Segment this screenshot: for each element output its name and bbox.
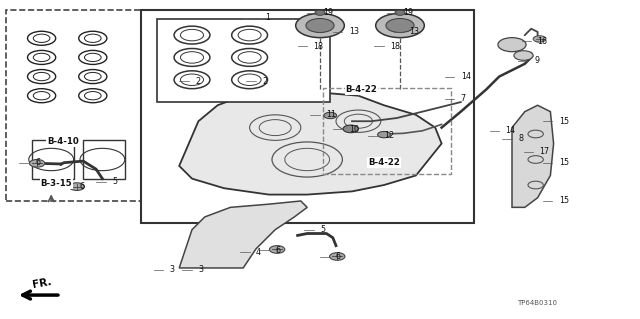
Circle shape <box>269 246 285 253</box>
Text: 12: 12 <box>384 131 394 140</box>
Text: FR.: FR. <box>31 277 52 290</box>
Polygon shape <box>179 89 442 195</box>
Text: 14: 14 <box>506 126 516 135</box>
Bar <box>83 140 125 179</box>
Text: 8: 8 <box>518 134 524 143</box>
Text: 5: 5 <box>320 225 325 234</box>
Text: 13: 13 <box>349 27 359 36</box>
Text: 3: 3 <box>198 265 204 274</box>
Text: 6: 6 <box>80 182 85 191</box>
Text: 6: 6 <box>35 158 40 167</box>
Text: 5: 5 <box>112 177 117 186</box>
Circle shape <box>395 10 405 15</box>
Text: 13: 13 <box>410 27 420 36</box>
Circle shape <box>498 38 526 52</box>
Circle shape <box>324 112 337 119</box>
Text: 17: 17 <box>540 147 550 156</box>
Circle shape <box>378 131 390 138</box>
Text: B-3-15: B-3-15 <box>40 179 72 188</box>
Text: 4: 4 <box>256 248 261 256</box>
Circle shape <box>315 10 325 15</box>
Text: 15: 15 <box>559 197 569 205</box>
Text: B-4-22: B-4-22 <box>346 85 378 94</box>
Circle shape <box>386 19 414 33</box>
FancyBboxPatch shape <box>6 10 141 201</box>
FancyBboxPatch shape <box>141 10 474 223</box>
Text: 19: 19 <box>323 8 333 17</box>
Text: TP64B0310: TP64B0310 <box>517 300 557 306</box>
Text: 10: 10 <box>349 125 359 134</box>
Bar <box>32 140 74 179</box>
Circle shape <box>533 36 546 42</box>
Circle shape <box>376 13 424 38</box>
Circle shape <box>343 125 358 133</box>
Text: 16: 16 <box>538 37 548 46</box>
Text: 15: 15 <box>559 117 569 126</box>
Polygon shape <box>512 105 554 207</box>
Circle shape <box>306 19 334 33</box>
Circle shape <box>296 13 344 38</box>
Text: 2: 2 <box>262 77 268 86</box>
Text: 19: 19 <box>403 8 413 17</box>
Circle shape <box>29 160 45 167</box>
Circle shape <box>514 51 533 60</box>
Text: 2: 2 <box>195 77 200 86</box>
Circle shape <box>330 253 345 260</box>
Text: 6: 6 <box>336 252 341 261</box>
Text: 6: 6 <box>275 246 280 255</box>
Text: 14: 14 <box>461 72 471 81</box>
Text: 7: 7 <box>461 94 466 103</box>
Text: 3: 3 <box>170 265 175 274</box>
Text: 9: 9 <box>534 56 540 65</box>
Text: B-4-22: B-4-22 <box>368 158 400 167</box>
Circle shape <box>69 183 84 190</box>
Text: 1: 1 <box>266 13 271 22</box>
Text: 18: 18 <box>390 42 401 51</box>
Text: 11: 11 <box>326 110 337 119</box>
Polygon shape <box>179 201 307 268</box>
Text: 18: 18 <box>314 42 324 51</box>
FancyBboxPatch shape <box>157 19 330 102</box>
Text: B-4-10: B-4-10 <box>47 137 79 146</box>
Text: 15: 15 <box>559 158 569 167</box>
